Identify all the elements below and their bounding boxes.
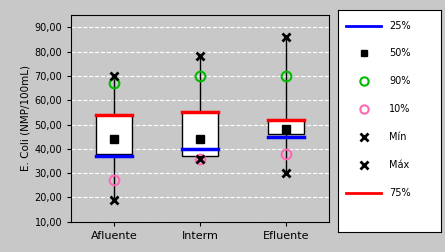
Text: 75%: 75% — [389, 188, 411, 198]
Text: 50%: 50% — [389, 48, 411, 58]
Text: 10%: 10% — [389, 104, 411, 114]
Y-axis label: E. Coli (NMP/100mL): E. Coli (NMP/100mL) — [20, 66, 30, 171]
Bar — [182, 112, 218, 156]
Text: Máx: Máx — [389, 160, 410, 170]
Bar — [268, 120, 304, 134]
Text: 90%: 90% — [389, 76, 411, 86]
Text: Mín: Mín — [389, 132, 407, 142]
Bar — [96, 115, 132, 154]
Text: 25%: 25% — [389, 21, 411, 30]
